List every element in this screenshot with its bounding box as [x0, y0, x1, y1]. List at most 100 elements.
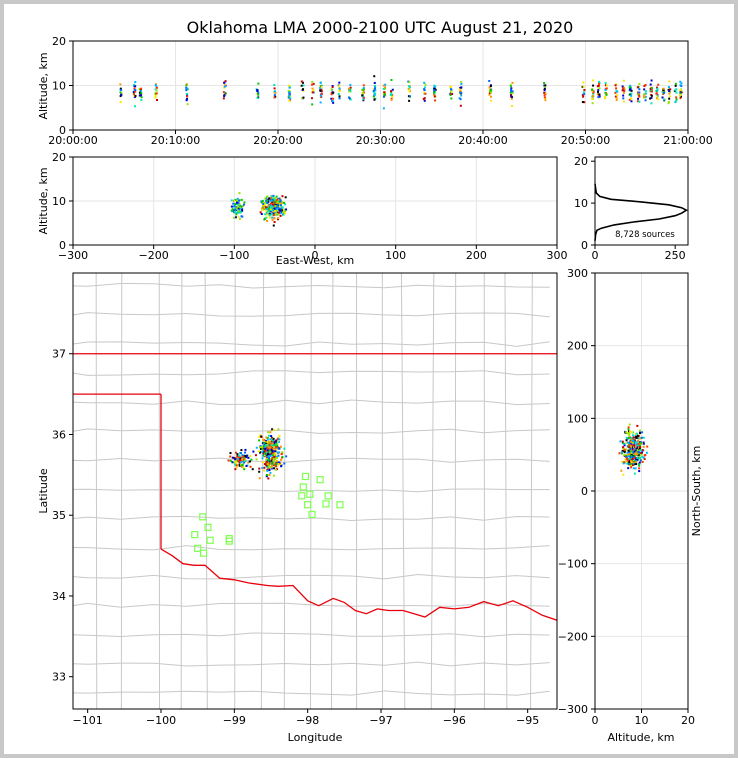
source-point	[433, 95, 436, 98]
source-point	[273, 217, 276, 220]
map-panel-ylabel: Latitude	[37, 468, 50, 514]
source-point	[273, 442, 276, 445]
source-point	[633, 444, 636, 447]
source-point	[272, 437, 275, 440]
source-point	[407, 95, 410, 98]
source-point	[458, 88, 461, 91]
source-point	[362, 98, 365, 101]
source-point	[627, 444, 630, 447]
source-point	[598, 95, 601, 98]
source-point	[362, 87, 365, 90]
source-point	[632, 462, 635, 465]
source-point	[628, 86, 631, 89]
source-point	[241, 209, 244, 212]
source-point	[490, 88, 493, 91]
source-point	[509, 91, 512, 94]
source-point	[510, 87, 513, 90]
source-point	[628, 442, 631, 445]
source-point	[674, 82, 677, 85]
source-point	[133, 105, 136, 108]
source-point	[138, 91, 141, 94]
source-point	[235, 211, 238, 214]
source-point	[596, 90, 599, 93]
source-point	[330, 93, 333, 96]
source-point	[591, 90, 594, 93]
source-point	[663, 98, 666, 101]
source-point	[641, 431, 644, 434]
source-point	[277, 217, 280, 220]
source-point	[332, 97, 335, 100]
eastwest-panel-gridlines	[73, 157, 557, 245]
source-point	[674, 84, 677, 87]
source-point	[459, 87, 462, 90]
source-point	[256, 96, 259, 99]
county-line	[73, 341, 550, 347]
source-point	[675, 91, 678, 94]
source-point	[655, 86, 658, 89]
source-point	[311, 103, 314, 106]
source-point	[154, 96, 157, 99]
time-panel-gridlines	[72, 41, 689, 130]
y-tick-label: 20	[52, 151, 66, 164]
source-point	[281, 455, 284, 458]
y-tick-label: 37	[52, 348, 66, 361]
source-point	[592, 92, 595, 95]
source-point	[281, 195, 284, 198]
source-point	[240, 207, 243, 210]
source-point	[488, 79, 491, 82]
source-point	[273, 459, 276, 462]
y-tick-label: 0	[581, 485, 588, 498]
source-point	[632, 439, 635, 442]
source-point	[373, 75, 376, 78]
source-point	[636, 457, 639, 460]
source-point	[258, 477, 261, 480]
source-point	[262, 447, 265, 450]
source-point	[139, 90, 142, 93]
source-point	[638, 91, 641, 94]
source-point	[186, 97, 189, 100]
source-point	[271, 442, 274, 445]
source-point	[234, 203, 237, 206]
source-point	[275, 461, 278, 464]
source-point	[668, 95, 671, 98]
source-point	[239, 206, 242, 209]
source-point	[264, 447, 267, 450]
source-point	[640, 442, 643, 445]
source-point	[269, 213, 272, 216]
source-point	[252, 450, 255, 453]
lma-station-marker	[322, 500, 330, 508]
source-point	[638, 447, 641, 450]
source-point	[272, 194, 275, 197]
source-point	[279, 214, 282, 217]
source-point	[271, 444, 274, 447]
y-tick-label: 0	[581, 239, 588, 252]
source-point	[186, 95, 189, 98]
source-point	[642, 436, 645, 439]
source-point	[640, 449, 643, 452]
source-point	[276, 460, 279, 463]
source-point	[271, 457, 274, 460]
source-point	[263, 202, 266, 205]
source-point	[270, 459, 273, 462]
source-point	[139, 94, 142, 97]
histogram-panel-ticks: 0 250 0 10 20	[574, 155, 686, 262]
source-point	[338, 89, 341, 92]
source-point	[245, 464, 248, 467]
x-tick-label: 0	[592, 714, 599, 727]
source-point	[271, 464, 274, 467]
source-point	[134, 94, 137, 97]
source-point	[628, 433, 631, 436]
county-line	[73, 399, 550, 406]
source-point	[650, 90, 653, 93]
x-tick-label: −101	[73, 714, 103, 727]
source-point	[302, 88, 305, 91]
source-point	[361, 94, 364, 97]
source-point	[258, 439, 261, 442]
source-point	[185, 86, 188, 89]
source-point	[275, 464, 278, 467]
source-point	[620, 451, 623, 454]
source-point	[238, 461, 241, 464]
source-point	[623, 453, 626, 456]
source-point	[275, 445, 278, 448]
source-point	[232, 216, 235, 219]
